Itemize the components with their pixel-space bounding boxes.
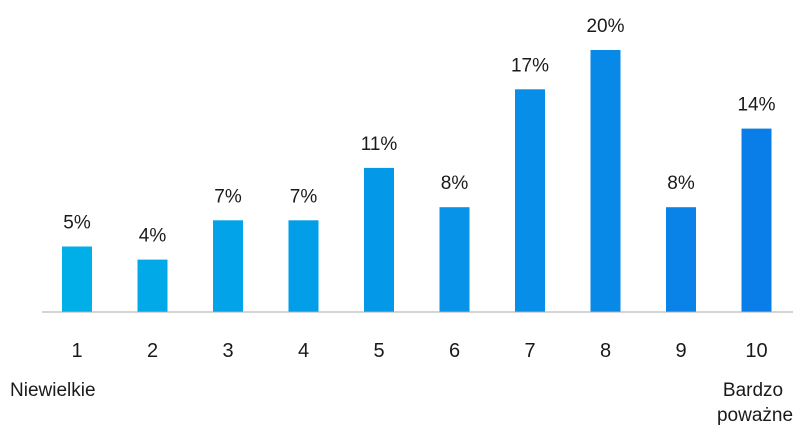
bar-10 bbox=[741, 128, 772, 312]
value-label-2: 4% bbox=[139, 226, 167, 247]
scale-high-label-line1: Bardzo bbox=[723, 380, 783, 401]
category-label-8: 8 bbox=[600, 340, 611, 362]
bar-3 bbox=[213, 220, 243, 312]
category-label-3: 3 bbox=[222, 340, 233, 362]
value-label-3: 7% bbox=[214, 186, 242, 207]
value-label-4: 7% bbox=[290, 186, 318, 207]
bar-4 bbox=[288, 220, 319, 312]
category-label-7: 7 bbox=[524, 340, 535, 362]
category-label-4: 4 bbox=[298, 340, 309, 362]
scale-low-label: Niewielkie bbox=[10, 380, 96, 401]
bar-7 bbox=[515, 89, 545, 312]
category-label-2: 2 bbox=[147, 340, 158, 362]
category-label-9: 9 bbox=[675, 340, 686, 362]
value-label-7: 17% bbox=[511, 55, 549, 76]
value-label-5: 11% bbox=[361, 134, 398, 155]
category-label-10: 10 bbox=[745, 340, 767, 362]
value-label-10: 14% bbox=[737, 95, 775, 116]
category-label-1: 1 bbox=[71, 340, 82, 362]
bar-8 bbox=[590, 50, 621, 312]
category-labels-layer: 1 2 3 4 5 6 7 8 9 10 bbox=[71, 340, 767, 362]
value-label-9: 8% bbox=[667, 173, 695, 194]
value-label-8: 20% bbox=[586, 16, 624, 37]
bar-2 bbox=[137, 259, 168, 312]
bar-6 bbox=[439, 207, 470, 312]
value-label-6: 8% bbox=[441, 173, 469, 194]
bars-layer bbox=[62, 50, 772, 312]
value-label-1: 5% bbox=[63, 213, 91, 234]
bar-9 bbox=[666, 207, 696, 312]
bar-1 bbox=[62, 246, 92, 312]
scale-high-label-line2: poważne bbox=[717, 405, 793, 426]
value-labels-layer: 5% 4% 7% 7% 11% 8% 17% 20% 8% 14% bbox=[63, 16, 775, 247]
bar-5 bbox=[364, 167, 394, 312]
category-label-6: 6 bbox=[449, 340, 460, 362]
category-label-5: 5 bbox=[373, 340, 384, 362]
